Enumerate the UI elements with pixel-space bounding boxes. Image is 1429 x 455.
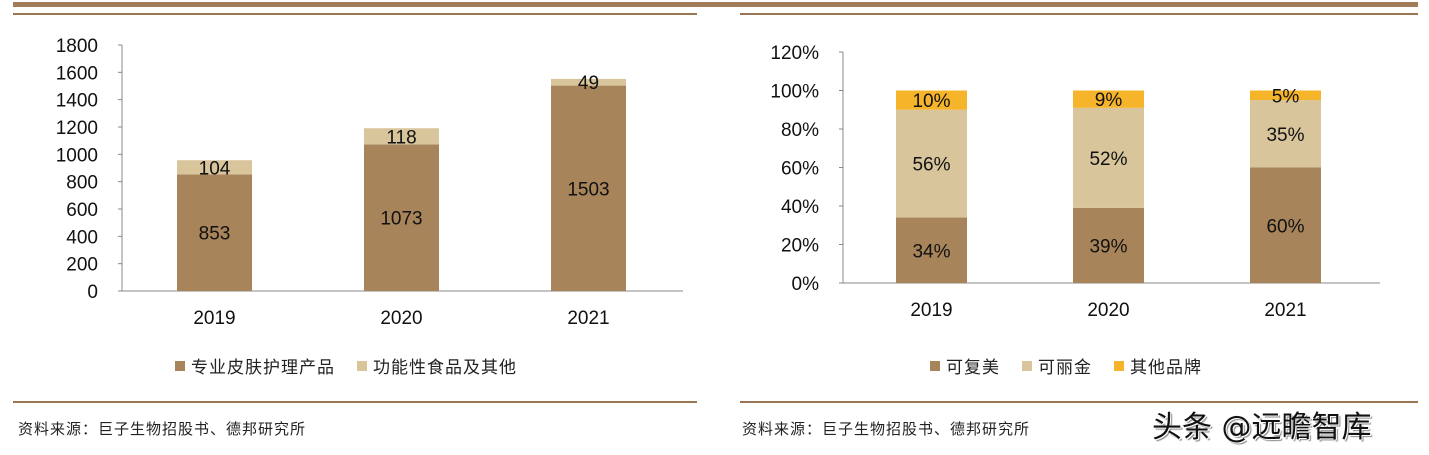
legend-item: 可复美 [930,353,1000,378]
bar-segment [1073,107,1144,208]
data-label: 1073 [380,209,422,230]
y-tick-label: 1600 [56,63,98,84]
data-label: 1503 [567,179,609,200]
y-tick-label: 1800 [56,36,98,57]
legend-swatch [930,360,940,371]
x-tick-label: 2020 [380,308,422,329]
bar-segment [364,128,439,145]
watermark: 头条 @远瞻智库 [1152,410,1372,445]
x-tick-label: 2020 [1087,300,1129,321]
legend-label: 可复美 [946,358,1000,378]
data-label: 5% [1272,86,1300,107]
left-bottom-rule [13,401,697,403]
right-legend: 可复美 可丽金 其他品牌 [930,353,1202,378]
legend-swatch [357,360,367,371]
bar-segment [1073,90,1144,108]
legend-label: 专业皮肤护理产品 [191,358,335,378]
y-tick-label: 800 [66,173,98,194]
bar-segment [1250,167,1321,283]
x-tick-label: 2021 [1264,300,1306,321]
bar-segment [177,160,252,175]
data-label: 853 [199,224,231,245]
left-source: 资料来源：巨子生物招股书、德邦研究所 [18,420,307,438]
right-bottom-rule [740,401,1418,403]
data-label: 10% [912,91,950,112]
y-tick-label: 120% [770,43,819,64]
y-tick-label: 20% [781,236,819,257]
y-tick-label: 0% [792,274,820,295]
bar-segment [896,90,967,110]
y-tick-label: 1400 [56,91,98,112]
legend-swatch [1022,360,1032,371]
data-label: 118 [386,127,416,148]
y-tick-label: 80% [781,120,819,141]
x-tick-label: 2019 [910,300,952,321]
legend-item: 功能性食品及其他 [357,353,517,378]
data-label: 52% [1089,149,1127,170]
legend-item: 专业皮肤护理产品 [175,353,335,378]
bar-segment [551,78,626,86]
data-label: 104 [199,158,231,179]
right-top-rule [740,13,1418,15]
y-tick-label: 60% [781,159,819,180]
y-tick-label: 40% [781,197,819,218]
left-top-rule [13,13,697,15]
y-tick-label: 400 [66,227,98,248]
bar-segment [1250,100,1321,168]
bar-segment [896,217,967,283]
y-tick-label: 0 [87,282,98,303]
data-label: 35% [1266,125,1304,146]
left-chart: 0 200 400 600 800 1000 1200 1400 1600 1800 853 104 2… [56,36,683,329]
legend-swatch [175,360,185,371]
legend-swatch [1114,360,1124,371]
legend-item: 其他品牌 [1114,353,1202,378]
x-tick-label: 2021 [567,308,609,329]
y-tick-label: 200 [66,255,98,276]
bar-segment [364,144,439,291]
data-label: 49 [578,73,599,94]
bar-segment [896,109,967,218]
left-legend: 专业皮肤护理产品 功能性食品及其他 [175,353,517,378]
top-rule [13,2,1418,7]
legend-label: 功能性食品及其他 [373,358,517,378]
x-tick-label: 2019 [193,308,235,329]
data-label: 56% [912,155,950,176]
bar-segment [1250,90,1321,101]
bar-segment [551,85,626,291]
y-tick-label: 1200 [56,118,98,139]
bar-segment [1073,207,1144,283]
right-chart: 0% 20% 40% 60% 80% 100% 120% 34% 56% 10% 2019 39% 52… [770,43,1380,321]
right-source: 资料来源：巨子生物招股书、德邦研究所 [742,420,1031,438]
bar-segment [177,174,252,291]
data-label: 39% [1089,236,1127,257]
legend-label: 其他品牌 [1130,358,1202,378]
legend-label: 可丽金 [1038,358,1092,378]
y-tick-label: 600 [66,200,98,221]
y-tick-label: 100% [770,82,819,103]
legend-item: 可丽金 [1022,353,1092,378]
data-label: 60% [1266,216,1304,237]
data-label: 34% [912,241,950,262]
y-tick-label: 1000 [56,145,98,166]
data-label: 9% [1095,90,1123,111]
